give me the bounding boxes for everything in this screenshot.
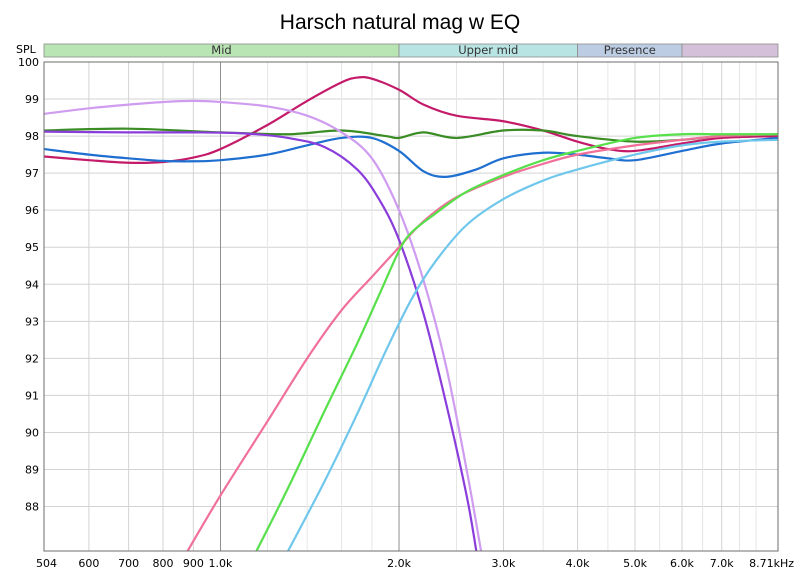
x-tick-label: 900 <box>183 557 204 570</box>
y-axis-label: SPL <box>16 43 37 56</box>
y-tick-label: 96 <box>25 204 39 217</box>
x-tick-label: 504 <box>36 557 57 570</box>
y-tick-label: 97 <box>25 167 39 180</box>
plot-area: 100 99 98 97 96 95 94 93 92 91 90 89 88 504 600 700 800 9… <box>18 56 794 570</box>
x-tick-label: 2.0k <box>387 557 411 570</box>
series-line-5 <box>44 130 478 551</box>
band-3 <box>681 43 779 58</box>
band-label: Mid <box>211 43 231 57</box>
x-tick-label: 4.0k <box>566 557 590 570</box>
chart-title: Harsch natural mag w EQ <box>280 11 520 34</box>
series-line-4 <box>44 99 483 551</box>
y-tick-label: 88 <box>25 501 39 514</box>
y-tick-label: 98 <box>25 130 39 143</box>
frequency-bands: Mid Upper mid Presence <box>43 43 779 58</box>
series-line-7 <box>255 132 778 551</box>
series-line-8 <box>286 138 778 551</box>
x-tick-label: 800 <box>153 557 174 570</box>
series-line-6 <box>186 133 778 551</box>
x-tick-label: 700 <box>118 557 139 570</box>
y-tick-label: 90 <box>25 426 39 439</box>
y-tick-label: 91 <box>25 389 39 402</box>
y-tick-label: 99 <box>25 93 39 106</box>
plot-frame <box>43 61 779 552</box>
y-tick-label: 94 <box>25 278 39 291</box>
x-tick-label: 3.0k <box>492 557 516 570</box>
band-label: Presence <box>604 43 656 57</box>
y-tick-label: 93 <box>25 315 39 328</box>
x-tick-label: 1.0k <box>209 557 233 570</box>
x-tick-label: 8.71kHz <box>749 557 794 570</box>
x-tick-label: 6.0k <box>670 557 694 570</box>
series-line-2 <box>44 135 778 178</box>
y-tick-label: 95 <box>25 241 39 254</box>
x-tick-label: 7.0k <box>710 557 734 570</box>
x-tick-label: 600 <box>78 557 99 570</box>
x-tick-label: 5.0k <box>623 557 647 570</box>
y-tick-label: 92 <box>25 352 39 365</box>
y-tick-label: 100 <box>18 56 39 69</box>
series-group <box>44 76 778 551</box>
y-tick-label: 89 <box>25 464 39 477</box>
band-label: Upper mid <box>458 43 518 57</box>
